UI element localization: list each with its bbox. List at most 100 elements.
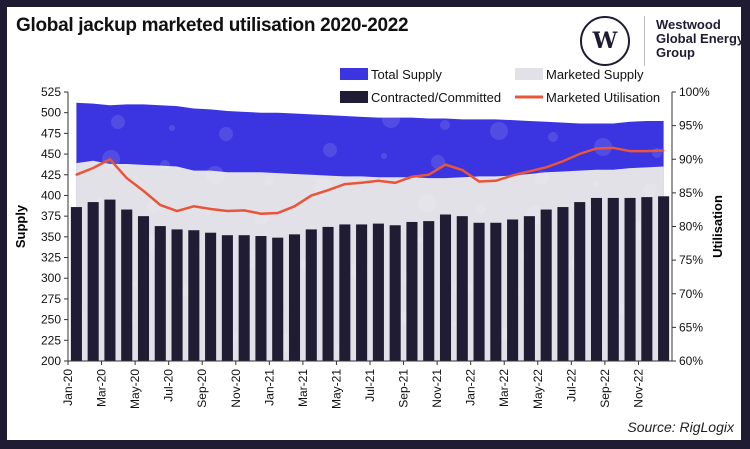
y2-tick-label: 75% — [679, 253, 703, 267]
bar-contracted — [205, 232, 217, 361]
point-utilisation — [108, 158, 111, 161]
point-utilisation — [662, 149, 665, 152]
pattern-dot — [219, 127, 233, 141]
x-tick-label: Mar-22 — [497, 369, 511, 407]
legend-swatch — [340, 91, 368, 103]
bar-contracted — [423, 221, 435, 361]
x-tick-label: Jan-20 — [61, 369, 75, 406]
pattern-dot — [417, 237, 423, 243]
pattern-dot — [382, 110, 400, 128]
y-tick-label: 325 — [41, 251, 61, 265]
point-utilisation — [461, 169, 464, 172]
point-utilisation — [511, 174, 514, 177]
point-utilisation — [343, 183, 346, 186]
bar-contracted — [490, 222, 502, 361]
line-utilisation — [75, 146, 664, 215]
bar-contracted — [154, 226, 166, 361]
point-utilisation — [578, 152, 581, 155]
bar-contracted — [523, 216, 535, 361]
point-utilisation — [209, 208, 212, 211]
bar-contracted — [137, 216, 150, 361]
x-tick-label: Jan-21 — [262, 369, 276, 406]
y2-axis-title: Utilisation — [710, 195, 725, 258]
pattern-dot — [160, 160, 170, 170]
y-tick-label: 350 — [41, 230, 61, 244]
pattern-dot — [440, 120, 450, 130]
point-utilisation — [192, 205, 195, 208]
bar-contracted — [221, 235, 233, 361]
point-utilisation — [75, 173, 78, 176]
point-utilisation — [612, 146, 615, 149]
x-tick-label: Nov-21 — [430, 369, 444, 408]
bar-contracted — [439, 214, 452, 361]
point-utilisation — [444, 163, 447, 166]
x-tick-label: Mar-21 — [296, 369, 310, 407]
y-tick-label: 475 — [41, 126, 61, 140]
y-tick-label: 300 — [41, 271, 61, 285]
bar-contracted — [356, 224, 368, 361]
y2-tick-label: 70% — [679, 287, 703, 301]
logo-line2: Global Energy — [656, 31, 745, 46]
legend-label: Total Supply — [371, 67, 442, 82]
bar-contracted — [507, 219, 519, 361]
y-tick-label: 225 — [41, 333, 61, 347]
x-tick-label: Jul-20 — [162, 369, 176, 402]
pattern-dot — [133, 281, 139, 287]
y2-tick-label: 90% — [679, 152, 703, 166]
pattern-dot — [593, 181, 599, 187]
bar-contracted — [255, 236, 267, 361]
pattern-dot — [111, 115, 125, 129]
point-utilisation — [226, 210, 229, 213]
bar-contracted — [288, 234, 301, 361]
y-tick-label: 500 — [41, 106, 61, 120]
bar-contracted — [540, 209, 552, 361]
y-tick-label: 525 — [41, 85, 61, 99]
y-tick-label: 200 — [41, 354, 61, 368]
point-utilisation — [561, 160, 564, 163]
point-utilisation — [629, 150, 632, 153]
bar-contracted — [87, 202, 99, 361]
bar-contracted — [171, 229, 183, 361]
y-tick-label: 425 — [41, 168, 61, 182]
pattern-dot — [490, 122, 508, 140]
bar-contracted — [456, 216, 468, 361]
logo-line3: Group — [656, 45, 695, 60]
point-utilisation — [142, 189, 145, 192]
bar-contracted — [574, 202, 586, 361]
x-tick-label: Jul-21 — [363, 369, 377, 402]
x-tick-label: Sep-20 — [195, 369, 209, 408]
bar-contracted — [322, 226, 334, 361]
bar-contracted — [641, 197, 653, 361]
point-utilisation — [293, 205, 296, 208]
y2-tick-label: 80% — [679, 220, 703, 234]
legend-label: Marketed Utilisation — [546, 90, 660, 105]
bar-contracted — [372, 223, 384, 361]
x-tick-label: Jul-22 — [564, 369, 578, 402]
y2-tick-label: 65% — [679, 320, 703, 334]
bar-contracted — [238, 235, 250, 361]
pattern-dot — [643, 183, 657, 197]
bar-contracted — [590, 197, 603, 361]
point-utilisation — [595, 147, 598, 150]
bar-contracted — [272, 237, 284, 361]
bar-contracted — [70, 207, 82, 361]
x-tick-label: May-20 — [128, 369, 142, 409]
pattern-dot — [548, 132, 558, 142]
legend-label: Contracted/Committed — [371, 90, 501, 105]
y-tick-label: 250 — [41, 313, 61, 327]
x-tick-label: Sep-21 — [397, 369, 411, 408]
point-utilisation — [394, 181, 397, 184]
x-tick-label: Mar-20 — [95, 369, 109, 407]
x-tick-label: May-22 — [531, 369, 545, 409]
pattern-dot — [206, 166, 224, 184]
point-utilisation — [159, 203, 162, 206]
bar-contracted — [121, 209, 133, 361]
y-tick-label: 400 — [41, 188, 61, 202]
legend-swatch — [340, 68, 368, 80]
bar-contracted — [557, 207, 569, 361]
bar-contracted — [305, 229, 317, 361]
source-note: Source: RigLogix — [627, 419, 734, 435]
pattern-dot — [169, 125, 175, 131]
logo-mark: W — [580, 16, 630, 66]
